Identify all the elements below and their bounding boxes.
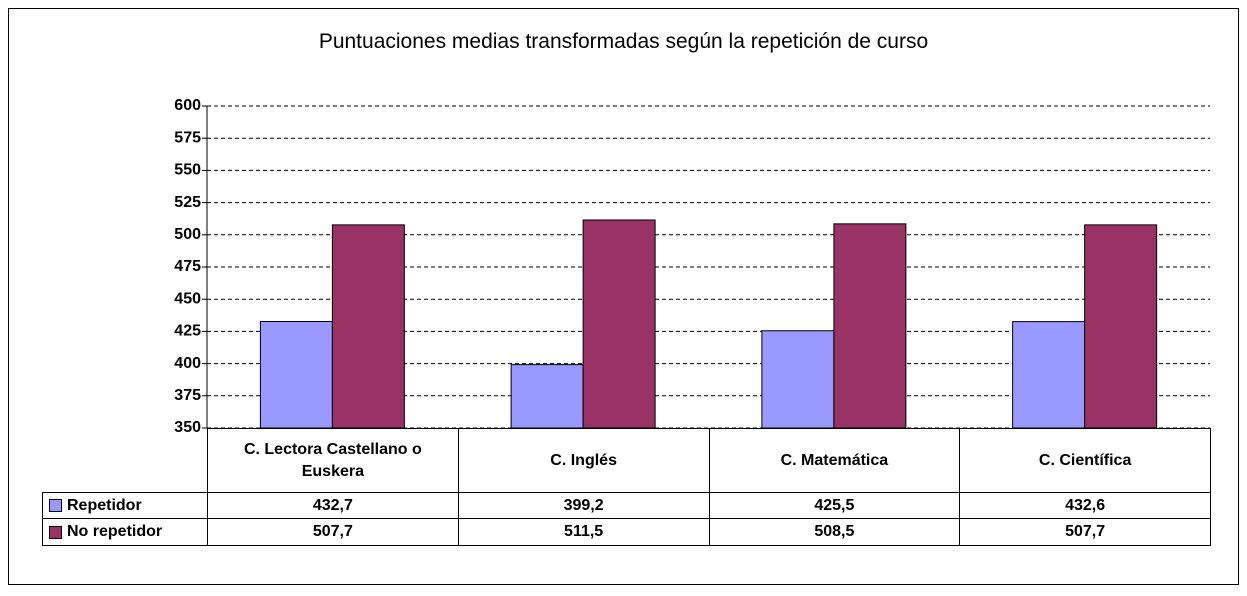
legend-swatch bbox=[49, 499, 62, 512]
y-tick-label: 550 bbox=[174, 162, 201, 179]
value-cell: 507,7 bbox=[959, 518, 1211, 546]
y-tick-label: 450 bbox=[174, 290, 201, 307]
value-cell: 507,7 bbox=[207, 518, 459, 546]
category-header: C. Científica bbox=[959, 428, 1211, 493]
category-header: C. Lectora Castellano o Euskera bbox=[207, 428, 459, 493]
value-cell: 511,5 bbox=[457, 518, 710, 546]
chart-title: Puntuaciones medias transformadas según … bbox=[318, 30, 929, 53]
value-cell: 508,5 bbox=[708, 518, 961, 546]
y-tick-label: 425 bbox=[174, 323, 201, 340]
y-tick-label: 500 bbox=[174, 226, 201, 243]
y-tick-label: 350 bbox=[174, 419, 201, 436]
y-tick-label: 400 bbox=[174, 355, 201, 372]
bar bbox=[259, 320, 333, 429]
chart-frame bbox=[8, 8, 1239, 585]
legend-cell: Repetidor bbox=[42, 492, 208, 519]
category-header: C. Inglés bbox=[457, 428, 710, 493]
y-tick-label: 600 bbox=[174, 97, 201, 114]
legend-label: Repetidor bbox=[67, 496, 142, 514]
value-cell: 399,2 bbox=[457, 492, 710, 519]
category-header: C. Matemática bbox=[708, 428, 961, 493]
y-tick-label: 525 bbox=[174, 194, 201, 211]
bar bbox=[331, 224, 405, 429]
bar bbox=[582, 219, 656, 429]
y-tick-label: 375 bbox=[174, 387, 201, 404]
bar bbox=[1012, 321, 1086, 429]
y-tick-label: 475 bbox=[174, 258, 201, 275]
bar bbox=[510, 364, 584, 429]
bar bbox=[1084, 224, 1158, 429]
legend-label: No repetidor bbox=[67, 523, 163, 540]
legend-swatch bbox=[49, 525, 62, 539]
legend-cell: No repetidor bbox=[42, 518, 208, 546]
value-cell: 432,7 bbox=[207, 492, 459, 519]
value-cell: 432,6 bbox=[959, 492, 1211, 519]
value-cell: 425,5 bbox=[708, 492, 961, 519]
bar bbox=[761, 330, 835, 429]
bar bbox=[833, 223, 907, 429]
y-tick-label: 575 bbox=[174, 129, 201, 146]
